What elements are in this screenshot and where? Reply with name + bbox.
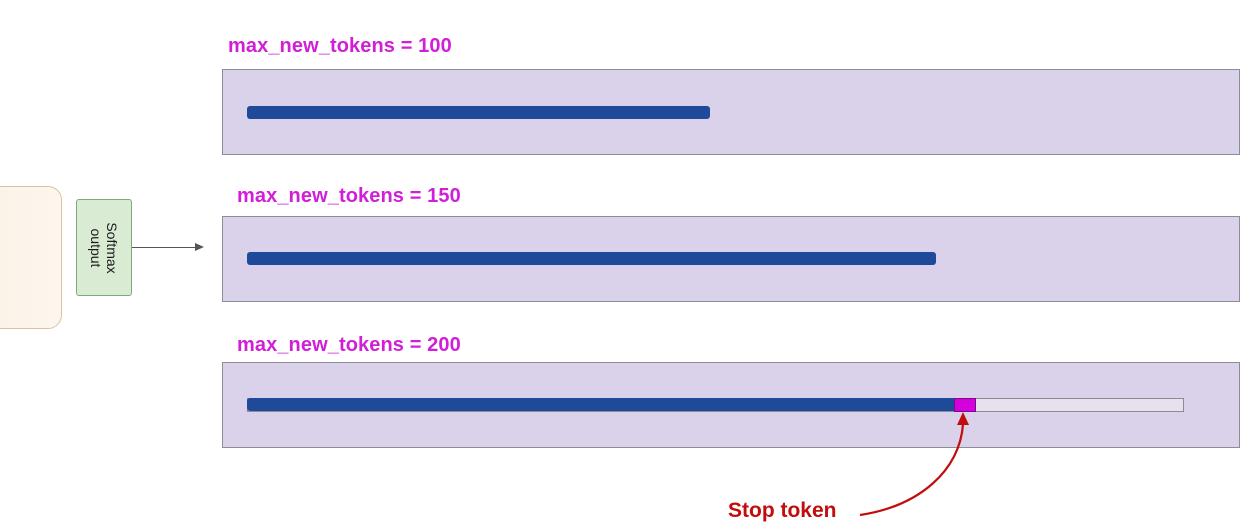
scenario-label-100: max_new_tokens = 100: [228, 35, 452, 57]
scenario-panel-100: [222, 69, 1240, 155]
generated-tokens-bar-150: [247, 252, 936, 265]
softmax-output-label: Softmax output: [88, 221, 120, 274]
scenario-panel-200: [222, 362, 1240, 448]
scenario-label-150: max_new_tokens = 150: [237, 185, 461, 207]
stop-token-cell: [954, 398, 976, 412]
scenario-label-200: max_new_tokens = 200: [237, 334, 461, 356]
output-arrow-line: [132, 247, 196, 249]
scenario-panel-150: [222, 216, 1240, 302]
decoder-block: [0, 186, 62, 329]
generated-tokens-bar-100: [247, 106, 710, 119]
stop-token-label: Stop token: [728, 499, 837, 522]
output-arrow-head-icon: [195, 243, 204, 251]
generated-tokens-bar-200: [247, 398, 954, 411]
softmax-output-box: Softmax output: [76, 199, 132, 296]
